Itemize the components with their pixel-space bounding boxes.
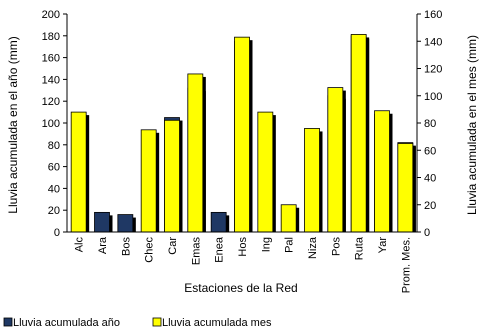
category-label: Ara xyxy=(97,236,109,254)
category-label: Car xyxy=(167,237,179,255)
left-tick-label: 60 xyxy=(48,162,60,174)
legend: Lluvia acumulada año Lluvia acumulada me… xyxy=(3,317,272,329)
left-tick-label: 180 xyxy=(42,31,60,43)
bar-year-bos xyxy=(117,214,134,233)
category-label: Ing xyxy=(260,237,272,252)
bar-month-chec xyxy=(140,129,157,233)
category-label: Pal xyxy=(284,237,296,253)
right-tick-label: 160 xyxy=(424,9,442,21)
right-tick-label: 20 xyxy=(424,200,436,212)
bar-month-pal xyxy=(280,204,297,233)
category-label: Emas xyxy=(190,237,202,266)
left-tick-label: 140 xyxy=(42,74,60,86)
bar-month-ing xyxy=(257,111,274,233)
bars xyxy=(70,34,416,233)
bar-month-hos xyxy=(234,36,250,233)
bar-month-niza xyxy=(304,128,320,233)
y-axis-right-label: Lluvia acumulada en el mes (mm) xyxy=(465,35,479,215)
left-axis-ticks: 0 20 40 60 80 100 120 140 160 180 200 xyxy=(42,9,67,239)
bar-year-enea xyxy=(210,211,227,233)
right-tick-label: 140 xyxy=(424,36,442,48)
category-label: Ruta xyxy=(354,236,366,260)
bar-month-ruta xyxy=(350,34,367,233)
legend-swatch-month xyxy=(152,317,162,327)
category-label: Niza xyxy=(307,236,319,259)
category-label: Prom. Mes. xyxy=(400,237,412,293)
legend-label-year: Lluvia acumulada año xyxy=(13,317,120,329)
bar-month-car xyxy=(164,119,180,233)
right-tick-label: 0 xyxy=(424,227,430,239)
category-label: Yar xyxy=(377,237,389,254)
category-label: Alc xyxy=(74,237,86,253)
left-tick-label: 0 xyxy=(54,227,60,239)
right-axis-ticks: 0 20 40 60 80 100 120 140 160 xyxy=(417,9,442,239)
bar-month-emas xyxy=(187,73,204,233)
y-axis-left-label: Lluvia acumulada en el año (mm) xyxy=(6,36,20,213)
x-axis-label: Estaciones de la Red xyxy=(184,281,297,295)
right-tick-label: 80 xyxy=(424,118,436,130)
bar-month-yar xyxy=(374,110,390,233)
bar-month-alc xyxy=(70,111,87,233)
category-label: Enea xyxy=(214,236,226,263)
left-tick-label: 160 xyxy=(42,53,60,65)
legend-label-month: Lluvia acumulada mes xyxy=(162,317,272,329)
bar-month-prom-mes- xyxy=(397,143,414,233)
bar-year-ara xyxy=(94,211,110,233)
category-labels: Alc Ara Bos Chec Car Emas Enea Hos Ing Pal Niza Pos… xyxy=(74,236,413,293)
right-tick-label: 100 xyxy=(424,91,442,103)
bar-month-pos xyxy=(327,87,344,233)
right-tick-label: 120 xyxy=(424,64,442,76)
right-tick-label: 60 xyxy=(424,145,436,157)
left-tick-label: 200 xyxy=(42,9,60,21)
left-tick-label: 40 xyxy=(48,183,60,195)
category-label: Bos xyxy=(120,237,132,256)
category-label: Pos xyxy=(330,237,342,256)
right-tick-label: 40 xyxy=(424,173,436,185)
left-tick-label: 20 xyxy=(48,205,60,217)
category-label: Hos xyxy=(237,237,249,257)
left-tick-label: 120 xyxy=(42,96,60,108)
category-label: Chec xyxy=(144,237,156,263)
left-tick-label: 100 xyxy=(42,118,60,130)
left-tick-label: 80 xyxy=(48,140,60,152)
legend-swatch-year xyxy=(3,317,13,327)
